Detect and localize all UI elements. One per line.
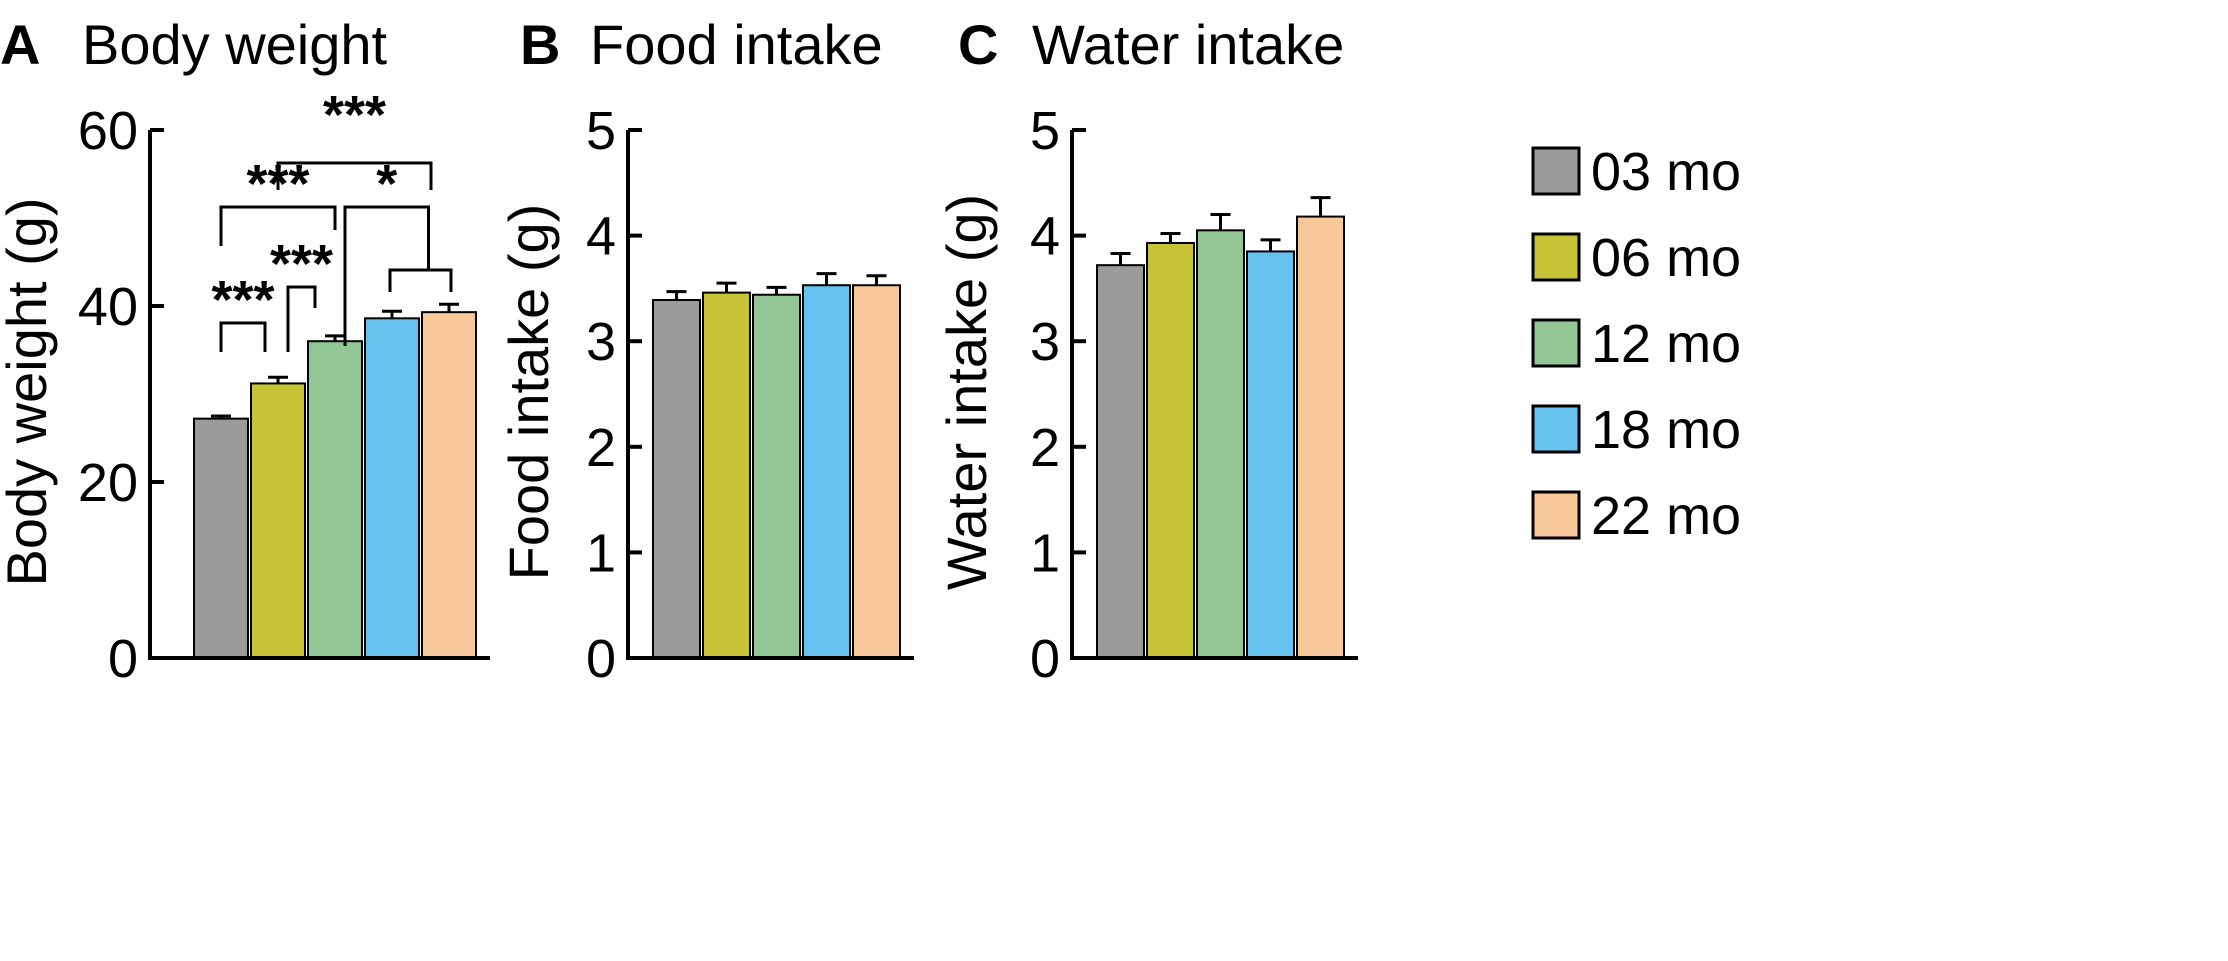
significance-label: *** [270, 234, 333, 294]
y-tick-label: 5 [586, 101, 616, 161]
y-tick-label: 2 [586, 418, 616, 478]
plot-area-b: 0 1 2 3 4 5 [586, 101, 914, 689]
significance-label: *** [211, 270, 274, 330]
y-tick-label: 20 [78, 453, 138, 513]
legend-label: 12 mo [1591, 314, 1741, 374]
y-tick-label: 4 [1030, 207, 1060, 267]
y-tick-label: 0 [108, 629, 138, 689]
bar-18-mo [1246, 250, 1295, 659]
y-tick-label: 1 [1030, 523, 1060, 583]
panel-letter-b: B [520, 13, 560, 76]
bar-06-mo [250, 382, 306, 659]
y-tick-label: 60 [78, 101, 138, 161]
significance-bracket-06-12 [286, 285, 317, 352]
panel-title-a: Body weight [82, 13, 388, 76]
bar-18-mo [802, 284, 851, 659]
bar-03-mo [652, 299, 701, 659]
legend: 03 mo 06 mo 12 mo 18 mo 22 mo [1531, 142, 1741, 546]
bar-06-mo [702, 291, 751, 659]
significance-label: *** [246, 154, 309, 214]
legend-swatch-03-mo [1531, 146, 1581, 196]
significance-bracket-06-22 [276, 161, 433, 190]
bar-12-mo [307, 340, 363, 659]
panel-title-c: Water intake [1032, 13, 1344, 76]
bar-12-mo [1196, 229, 1245, 659]
significance-label: * [376, 154, 397, 214]
bar-22-mo [1296, 215, 1345, 659]
legend-swatch-06-mo [1531, 232, 1581, 282]
legend-swatch-18-mo [1531, 404, 1581, 454]
legend-label: 22 mo [1591, 486, 1741, 546]
plot-area-c: 0 1 2 3 4 5 [1030, 101, 1358, 689]
bar-12-mo [752, 293, 801, 659]
y-tick-label: 3 [586, 312, 616, 372]
bar-18-mo [364, 317, 420, 659]
significance-bracket-12-18-22 [343, 205, 430, 346]
panel-b: B Food intake Food intake (g) 0 1 2 3 4 5 [497, 13, 914, 689]
y-axis-label-a: Body weight (g) [0, 197, 58, 586]
y-tick-label: 0 [586, 629, 616, 689]
significance-bracket-03-06 [219, 321, 267, 352]
significance-subbracket-18-22 [388, 268, 453, 292]
bar-06-mo [1146, 241, 1195, 659]
y-axis-label-b: Food intake (g) [497, 204, 560, 581]
legend-swatch-22-mo [1531, 490, 1581, 540]
bar-22-mo [852, 284, 901, 659]
panel-a: A Body weight Body weight (g) 0204060***… [0, 13, 490, 689]
legend-label: 06 mo [1591, 228, 1741, 288]
panel-c: C Water intake Water intake (g) 0 1 2 3 4 5 [935, 13, 1358, 689]
panel-title-b: Food intake [590, 13, 883, 76]
bar-03-mo [193, 417, 249, 660]
legend-swatch-12-mo [1531, 318, 1581, 368]
bar-22-mo [421, 311, 477, 659]
y-tick-label: 40 [78, 277, 138, 337]
significance-label: *** [323, 85, 386, 145]
significance-bracket-03-12 [219, 205, 337, 246]
legend-label: 03 mo [1591, 142, 1741, 202]
y-axis-label-c: Water intake (g) [935, 194, 998, 590]
bar-03-mo [1096, 264, 1145, 659]
y-tick-label: 0 [1030, 629, 1060, 689]
y-tick-label: 4 [586, 207, 616, 267]
y-tick-label: 3 [1030, 312, 1060, 372]
panel-letter-a: A [0, 13, 40, 76]
y-tick-label: 1 [586, 523, 616, 583]
y-tick-label: 5 [1030, 101, 1060, 161]
y-tick-label: 2 [1030, 418, 1060, 478]
legend-label: 18 mo [1591, 400, 1741, 460]
panel-letter-c: C [958, 13, 998, 76]
